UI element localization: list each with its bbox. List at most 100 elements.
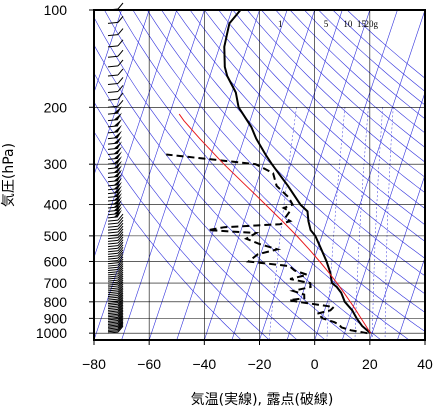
wind-barb bbox=[107, 296, 124, 305]
wind-barb-staff bbox=[107, 167, 119, 170]
wind-barb bbox=[107, 258, 124, 267]
wind-barb-staff bbox=[107, 65, 119, 68]
wind-barb-feather bbox=[117, 325, 124, 333]
dry-adiabat-line bbox=[261, 10, 425, 163]
y-tick-label: 700 bbox=[44, 275, 68, 291]
dry-adiabat-line bbox=[94, 131, 270, 340]
mixing-ratio-line bbox=[326, 107, 346, 340]
wind-barb bbox=[107, 169, 122, 179]
wind-barb bbox=[107, 275, 124, 284]
wind-barb-staff bbox=[107, 180, 119, 183]
wind-barb bbox=[107, 317, 124, 325]
wind-barb-feather bbox=[117, 321, 124, 329]
wind-barb-staff bbox=[107, 269, 119, 272]
wind-barb-staff bbox=[107, 318, 119, 321]
wind-barb-staff bbox=[107, 216, 119, 219]
wind-barb-feather bbox=[117, 311, 124, 318]
wind-barb-staff bbox=[107, 315, 119, 318]
wind-barb-feather bbox=[117, 312, 124, 320]
wind-barb-staff bbox=[107, 287, 119, 290]
parcel-line bbox=[178, 113, 371, 334]
wind-barb-feather bbox=[117, 315, 124, 323]
wind-barb-feather bbox=[117, 236, 124, 244]
wind-barb-staff bbox=[107, 281, 119, 284]
wind-barb bbox=[107, 283, 124, 292]
x-tick-label: 0 bbox=[311, 356, 319, 372]
wind-barb-staff bbox=[107, 266, 119, 269]
wind-barb-feather bbox=[117, 258, 124, 266]
dry-adiabat-line bbox=[275, 10, 425, 148]
wind-barb-staff bbox=[107, 21, 119, 24]
wind-barb bbox=[107, 106, 122, 115]
wind-barb bbox=[107, 222, 124, 231]
x-tick-label: −20 bbox=[248, 356, 272, 372]
mixing-ratio-label: 1 bbox=[278, 19, 283, 29]
wind-barb-feather bbox=[117, 222, 124, 230]
x-tick-label: −60 bbox=[137, 356, 161, 372]
mixing-ratio-label: 5 bbox=[324, 19, 329, 29]
wind-barb-staff bbox=[107, 252, 119, 255]
wind-barb-feather bbox=[117, 279, 124, 287]
wind-barb-feather bbox=[117, 318, 124, 326]
wind-barb bbox=[107, 246, 124, 255]
dry-adiabat-line bbox=[94, 101, 298, 340]
y-tick-label: 100 bbox=[44, 2, 68, 18]
wind-barb-staff bbox=[107, 237, 119, 240]
wind-barb bbox=[107, 160, 122, 170]
wind-barb bbox=[107, 68, 124, 77]
wind-barb-staff bbox=[107, 171, 119, 174]
wind-barb-staff bbox=[107, 162, 119, 165]
wind-barb bbox=[107, 77, 124, 85]
wind-barb bbox=[107, 290, 124, 299]
wind-barb-staff bbox=[107, 45, 119, 48]
mixing-ratio-line bbox=[372, 107, 383, 340]
wind-barb-staff bbox=[107, 195, 119, 198]
wind-barb-staff bbox=[107, 293, 119, 296]
wind-barb bbox=[107, 228, 124, 237]
wind-barb-feather bbox=[117, 249, 124, 257]
wind-barb bbox=[107, 92, 124, 101]
wind-barb-staff bbox=[107, 131, 119, 134]
y-tick-label: 400 bbox=[44, 197, 68, 213]
wind-barb-feather bbox=[117, 297, 124, 305]
wind-barb bbox=[107, 304, 124, 313]
y-tick-label: 600 bbox=[44, 253, 68, 269]
wind-barb-staff bbox=[107, 283, 119, 286]
wind-barb-pennant bbox=[114, 173, 122, 181]
wind-barb bbox=[107, 269, 124, 278]
wind-barb-feather bbox=[117, 251, 124, 259]
wind-barb-staff bbox=[107, 331, 119, 334]
wind-barb-staff bbox=[107, 184, 119, 187]
isotherm-line bbox=[231, 10, 343, 340]
temperature-line bbox=[223, 10, 372, 334]
wind-barb bbox=[107, 85, 124, 93]
wind-barb-staff bbox=[107, 225, 119, 228]
dry-adiabat-line bbox=[118, 10, 425, 332]
wind-barb-staff bbox=[107, 219, 119, 222]
wind-barb-feather bbox=[117, 275, 124, 283]
x-tick-label: −40 bbox=[192, 356, 216, 372]
wind-barb bbox=[107, 16, 124, 24]
wind-barb-feather bbox=[117, 320, 124, 327]
wind-barb bbox=[107, 236, 124, 245]
wind-barb-feather bbox=[117, 213, 124, 221]
mixing-ratio-label: 10 bbox=[343, 19, 353, 29]
wind-barb bbox=[107, 216, 124, 225]
wind-barb-pennant bbox=[114, 160, 122, 168]
wind-barb-staff bbox=[107, 305, 119, 308]
wind-barb-feather bbox=[117, 283, 124, 291]
wind-barb bbox=[107, 299, 124, 308]
wind-barb-staff bbox=[107, 327, 119, 330]
wind-barb bbox=[107, 173, 122, 183]
wind-barb-staff bbox=[107, 137, 119, 140]
wind-barb bbox=[107, 244, 124, 253]
wind-barb bbox=[107, 324, 124, 333]
wind-barb-feather bbox=[117, 322, 124, 330]
wind-barb-staff bbox=[107, 313, 119, 316]
wind-barb-feather bbox=[117, 263, 124, 270]
wind-barb-feather bbox=[117, 299, 124, 307]
wind-barb bbox=[107, 124, 122, 134]
wind-barb-feather bbox=[117, 59, 124, 67]
wind-barb bbox=[107, 301, 124, 310]
wind-barb-feather bbox=[117, 39, 124, 47]
